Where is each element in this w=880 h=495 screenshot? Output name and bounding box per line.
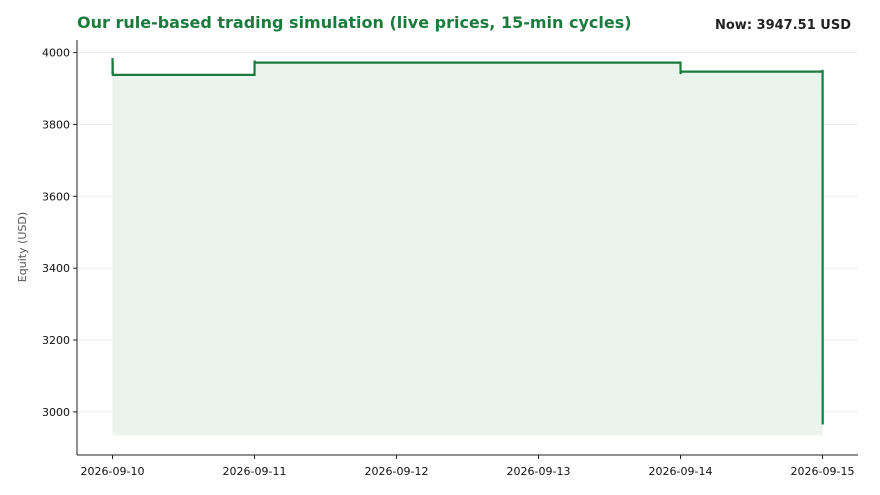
y-ticks: 3000 3200 3400 3600 3800 4000	[42, 47, 77, 419]
y-tick-label: 4000	[42, 47, 70, 60]
y-tick-label: 3000	[42, 406, 70, 419]
y-tick-label: 3600	[42, 190, 70, 203]
x-ticks: 2026-09-10 2026-09-11 2026-09-12 2026-09-13…	[81, 455, 855, 478]
x-tick-label: 2026-09-14	[649, 465, 713, 478]
y-tick-label: 3400	[42, 262, 70, 275]
x-tick-label: 2026-09-11	[223, 465, 287, 478]
chart-title: Our rule-based trading simulation (live …	[77, 13, 632, 32]
x-tick-label: 2026-09-13	[507, 465, 571, 478]
x-tick-label: 2026-09-12	[365, 465, 429, 478]
current-equity-label: Now: 3947.51 USD	[715, 18, 851, 33]
x-tick-label: 2026-09-10	[81, 465, 145, 478]
y-tick-label: 3200	[42, 334, 70, 347]
y-tick-label: 3800	[42, 118, 70, 131]
equity-area-fill	[112, 57, 823, 436]
equity-line	[111, 57, 824, 425]
y-axis-label: Equity (USD)	[16, 212, 29, 282]
x-tick-label: 2026-09-15	[791, 465, 855, 478]
